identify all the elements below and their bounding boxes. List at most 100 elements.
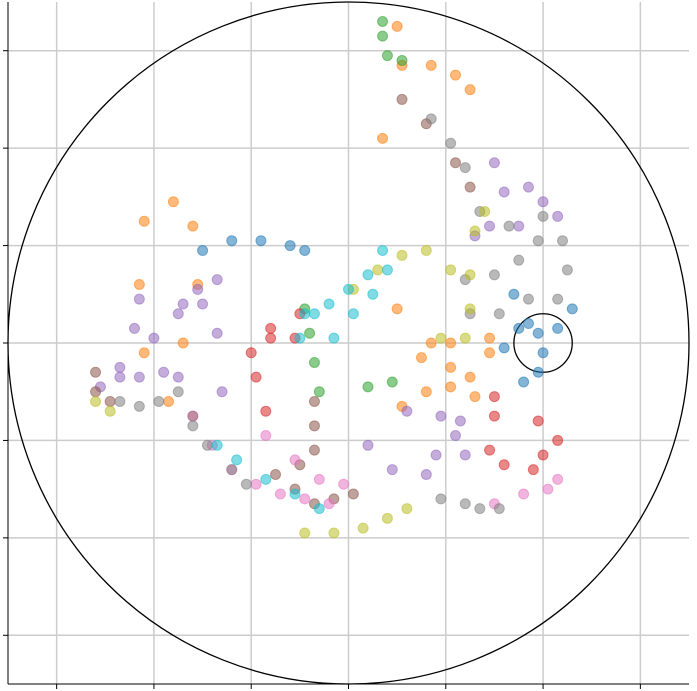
point-s4-5 [172, 371, 184, 383]
point-s4-32 [420, 469, 432, 481]
point-s6-5 [323, 498, 335, 510]
point-s4-22 [513, 220, 525, 232]
point-s4-4 [211, 327, 223, 339]
point-s4-8 [114, 371, 126, 383]
point-s3-1 [265, 322, 277, 334]
point-s6-2 [250, 478, 262, 490]
point-s1-13 [163, 395, 175, 407]
point-s0-13 [552, 322, 564, 334]
point-s4-1 [158, 366, 170, 378]
point-s4-7 [216, 386, 228, 398]
point-s0-5 [508, 288, 520, 300]
point-s4-18 [498, 186, 510, 198]
point-s4-13 [192, 283, 204, 295]
point-s6-6 [260, 430, 272, 442]
point-s1-18 [464, 371, 476, 383]
point-s5-11 [270, 469, 282, 481]
point-s7-22 [493, 308, 505, 320]
point-s7-21 [522, 293, 534, 305]
series-6 [206, 430, 564, 510]
point-s6-12 [542, 483, 554, 495]
point-s4-17 [488, 157, 500, 169]
point-s8-12 [479, 205, 491, 217]
point-s0-6 [522, 318, 534, 330]
point-s5-8 [308, 420, 320, 432]
point-s1-7 [133, 279, 145, 291]
point-s7-5 [201, 439, 213, 451]
point-s8-7 [435, 332, 447, 344]
point-s4-27 [454, 415, 466, 427]
point-s0-4 [299, 244, 311, 256]
point-s1-9 [167, 196, 179, 208]
point-s8-9 [464, 303, 476, 315]
point-s0-7 [537, 347, 549, 359]
point-s3-2 [245, 347, 257, 359]
point-s4-0 [133, 371, 145, 383]
series-9 [211, 244, 393, 515]
point-s7-11 [493, 503, 505, 515]
point-s3-9 [552, 434, 564, 446]
point-s7-25 [488, 269, 500, 281]
point-s5-15 [347, 488, 359, 500]
point-s4-31 [362, 439, 374, 451]
point-s6-7 [289, 454, 301, 466]
point-s1-26 [469, 391, 481, 403]
point-s4-28 [450, 430, 462, 442]
point-s5-4 [90, 366, 102, 378]
point-s1-16 [425, 337, 437, 349]
point-s9-14 [347, 308, 359, 320]
point-s1-12 [177, 337, 189, 349]
point-s9-3 [289, 488, 301, 500]
point-s3-8 [532, 415, 544, 427]
point-s1-6 [138, 347, 150, 359]
point-s8-6 [401, 503, 413, 515]
point-s1-20 [484, 332, 496, 344]
point-s8-14 [420, 244, 432, 256]
series-2 [299, 15, 408, 398]
point-s7-14 [459, 162, 471, 174]
point-s7-4 [187, 420, 199, 432]
point-s6-4 [299, 493, 311, 505]
point-s6-3 [274, 488, 286, 500]
point-s9-9 [343, 283, 354, 295]
point-s7-16 [503, 220, 515, 232]
point-s3-5 [250, 371, 262, 383]
point-s8-10 [464, 269, 476, 281]
point-s1-8 [138, 215, 150, 227]
point-s1-25 [445, 381, 457, 393]
point-s0-1 [226, 235, 238, 247]
point-s7-9 [459, 498, 471, 510]
point-s1-15 [391, 303, 403, 315]
point-s7-19 [561, 264, 573, 276]
point-s4-29 [430, 449, 442, 461]
point-s0-0 [197, 244, 209, 256]
point-s8-1 [104, 405, 116, 417]
series-7 [114, 113, 573, 515]
point-s9-13 [367, 288, 379, 300]
point-s0-2 [255, 235, 267, 247]
point-s5-3 [464, 181, 476, 193]
axes [3, 2, 689, 689]
point-s7-13 [445, 137, 457, 149]
point-s9-7 [308, 308, 320, 320]
boundary-circle [7, 1, 690, 685]
point-s1-5 [377, 132, 389, 144]
point-s9-4 [313, 503, 325, 515]
data-points [90, 15, 578, 539]
point-s0-3 [284, 240, 296, 252]
point-s4-14 [211, 274, 223, 286]
point-s4-23 [484, 220, 496, 232]
point-s4-10 [114, 361, 126, 373]
point-s8-5 [381, 512, 393, 524]
point-s9-0 [211, 439, 223, 451]
point-s9-1 [231, 454, 243, 466]
point-s1-22 [415, 352, 427, 364]
point-s3-13 [484, 444, 496, 456]
point-s5-5 [90, 386, 102, 398]
point-s4-6 [187, 410, 199, 422]
point-s7-12 [425, 113, 437, 125]
point-s9-6 [294, 332, 306, 344]
point-s9-12 [381, 264, 393, 276]
series-1 [133, 20, 496, 422]
